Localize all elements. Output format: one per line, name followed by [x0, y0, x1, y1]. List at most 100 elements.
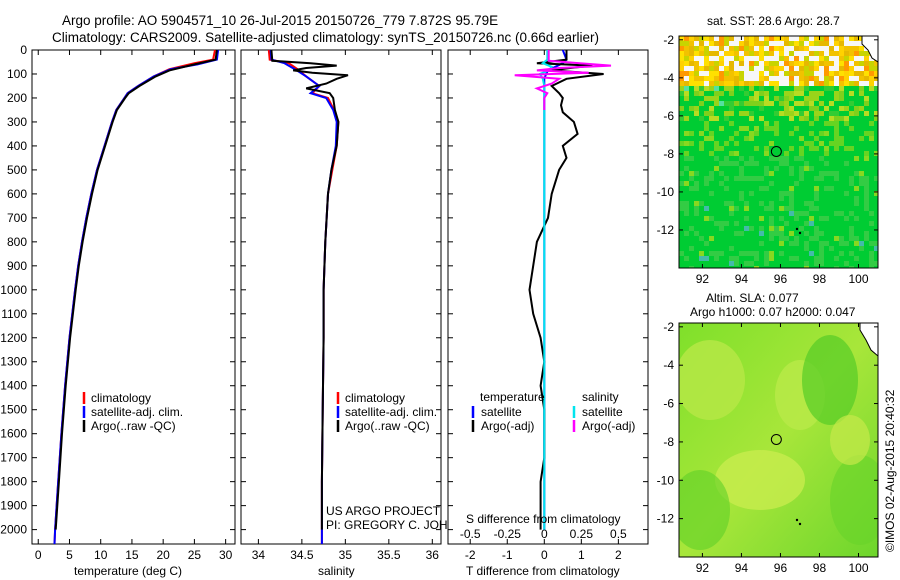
sst-pixel — [704, 136, 709, 141]
difference-legend: temperature salinity satellite Argo(-adj… — [471, 390, 635, 433]
sst-pixel — [704, 241, 709, 246]
map-y-tick-label: -2 — [663, 33, 674, 47]
sst-pixel — [759, 46, 764, 51]
sst-pixel — [684, 156, 689, 161]
sst-pixel — [684, 201, 689, 206]
difference-series — [514, 49, 612, 530]
sst-pixel — [769, 251, 774, 256]
sst-pixel — [749, 131, 754, 136]
sst-pixel — [689, 36, 694, 41]
sst-pixel — [759, 241, 764, 246]
sst-pixel — [834, 146, 839, 151]
sst-pixel — [729, 246, 734, 251]
sst-pixel — [804, 61, 809, 66]
sst-pixel — [694, 186, 699, 191]
sst-pixel — [694, 76, 699, 81]
sst-pixel — [789, 91, 794, 96]
sst-pixel — [849, 111, 854, 116]
sst-pixel — [809, 236, 814, 241]
temperature-series — [53, 49, 220, 545]
sst-pixel — [704, 76, 709, 81]
sst-pixel — [789, 206, 794, 211]
sst-pixel — [869, 61, 874, 66]
sst-pixel — [829, 186, 834, 191]
sst-pixel — [859, 176, 864, 181]
sst-pixel — [719, 36, 724, 41]
sst-pixel — [784, 56, 789, 61]
sst-pixel — [804, 96, 809, 101]
sst-island-marker — [795, 227, 799, 231]
sst-pixel — [689, 51, 694, 56]
sst-pixel — [704, 111, 709, 116]
sst-pixel — [689, 81, 694, 86]
sst-pixel — [854, 106, 859, 111]
sst-pixel — [829, 101, 834, 106]
sla-map-frame — [678, 322, 879, 558]
sst-pixel — [774, 111, 779, 116]
sst-pixel — [729, 71, 734, 76]
sst-pixel — [869, 251, 874, 256]
legend-label-sal-satellite: satellite — [582, 405, 623, 419]
sst-pixel — [854, 216, 859, 221]
sst-pixel — [789, 201, 794, 206]
sst-pixel — [679, 61, 684, 66]
map-x-tick-label: 98 — [813, 561, 827, 575]
sst-pixel — [724, 41, 729, 46]
x-tick-label: 36 — [426, 548, 440, 562]
sst-pixel — [864, 56, 869, 61]
sst-pixel — [839, 141, 844, 146]
sst-pixel — [714, 61, 719, 66]
sst-pixel — [699, 41, 704, 46]
sst-pixel — [849, 236, 854, 241]
x-tick-label: -1 — [502, 548, 513, 562]
y-tick-label: 100 — [7, 67, 27, 81]
sst-pixel — [814, 206, 819, 211]
sst-pixel — [809, 66, 814, 71]
sst-pixel — [849, 101, 854, 106]
sst-pixel — [849, 211, 854, 216]
sst-pixel — [819, 101, 824, 106]
sst-pixel — [739, 76, 744, 81]
sst-pixel — [869, 241, 874, 246]
map-y-tick-label: -6 — [663, 109, 674, 123]
sst-pixel — [709, 111, 714, 116]
sst-pixel — [829, 116, 834, 121]
sst-pixel — [689, 106, 694, 111]
sst-pixel — [779, 101, 784, 106]
sst-pixel — [859, 136, 864, 141]
sst-pixel — [684, 51, 689, 56]
legend-label-satellite: satellite-adj. clim. — [345, 405, 437, 419]
sst-pixel — [719, 91, 724, 96]
sst-pixel — [684, 256, 689, 261]
sst-pixel — [809, 251, 814, 256]
sst-pixel — [869, 81, 874, 86]
x-tick-label: 34.5 — [290, 548, 314, 562]
sst-pixel — [779, 111, 784, 116]
sst-pixel — [694, 201, 699, 206]
sst-pixel — [689, 56, 694, 61]
sst-pixel — [829, 46, 834, 51]
sst-pixel — [679, 46, 684, 51]
sst-pixel — [684, 41, 689, 46]
sst-pixel — [874, 116, 878, 121]
y-tick-label: 1400 — [0, 379, 27, 393]
sst-pixel — [734, 71, 739, 76]
sst-pixel — [779, 251, 784, 256]
sst-pixel — [734, 76, 739, 81]
sst-pixel — [699, 256, 704, 261]
sst-pixel — [819, 91, 824, 96]
sst-pixel — [679, 81, 684, 86]
sst-pixel — [854, 236, 859, 241]
sst-pixel — [869, 76, 874, 81]
sst-pixel — [864, 236, 869, 241]
sst-pixel — [759, 201, 764, 206]
map-x-tick-label: 100 — [848, 272, 868, 286]
sst-pixel — [824, 131, 829, 136]
sst-pixel — [814, 111, 819, 116]
sst-pixel — [709, 116, 714, 121]
sst-pixel — [784, 36, 789, 41]
sla-map-ticks: 92 94 96 98 100 -2 -4 -6 -8 -10 -12 — [657, 320, 878, 575]
sst-pixel — [824, 151, 829, 156]
sst-pixel — [754, 96, 759, 101]
sst-pixel — [689, 171, 694, 176]
